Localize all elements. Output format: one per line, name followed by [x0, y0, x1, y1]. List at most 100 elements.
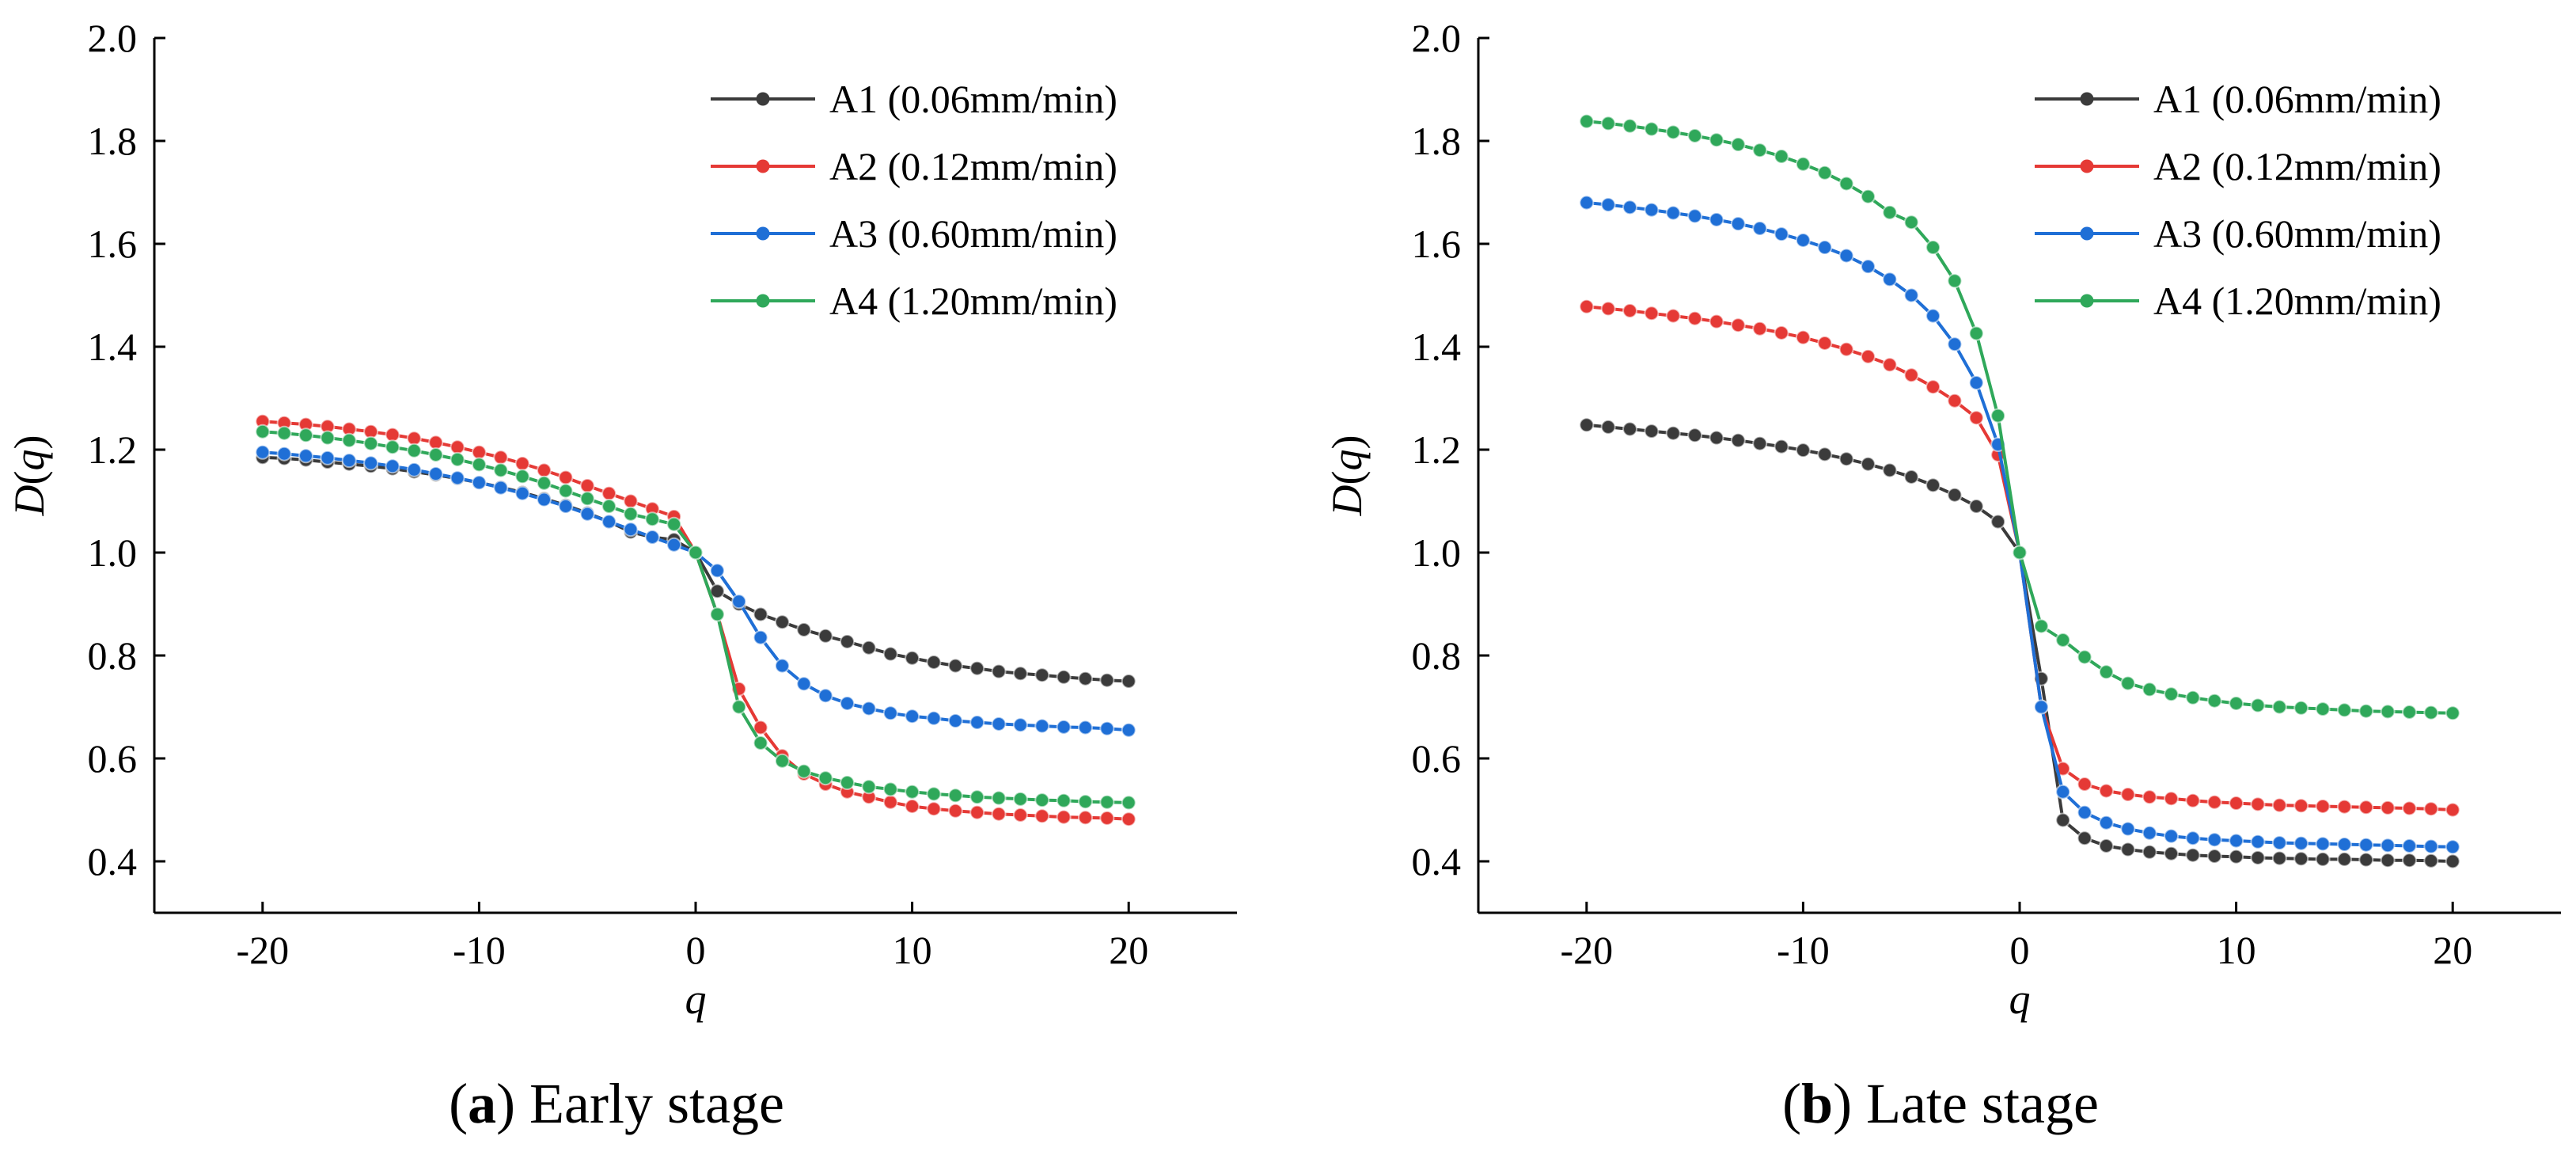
caption-text: Late stage — [1866, 1072, 2099, 1135]
data-point-A3 — [2293, 835, 2309, 851]
data-point-A4 — [753, 735, 768, 750]
data-point-A1 — [1077, 671, 1093, 686]
data-point-A2 — [579, 478, 595, 493]
data-point-A3 — [861, 701, 877, 716]
legend-label: A1 (0.06mm/min) — [829, 77, 1117, 121]
data-point-A1 — [1709, 430, 1724, 446]
data-point-A2 — [2185, 792, 2201, 808]
data-point-A4 — [2315, 701, 2331, 717]
data-point-A4 — [688, 545, 704, 560]
data-point-A2 — [1947, 393, 1963, 408]
y-axis-label: D(q) — [6, 435, 53, 517]
data-point-A4 — [1925, 240, 1941, 256]
y-tick-label: 1.8 — [1412, 119, 1462, 163]
data-point-A3 — [1034, 718, 1050, 734]
legend-label: A1 (0.06mm/min) — [2153, 77, 2441, 121]
data-point-A1 — [2185, 847, 2201, 863]
data-point-A4 — [947, 788, 963, 804]
data-point-A1 — [1774, 439, 1789, 454]
legend-item-A2: A2 (0.12mm/min) — [2035, 144, 2441, 188]
data-point-A2 — [905, 798, 920, 814]
data-point-A2 — [1056, 809, 1072, 825]
data-point-A3 — [298, 448, 314, 464]
data-point-A4 — [1121, 795, 1136, 811]
y-axis-label: D(q) — [1323, 435, 1371, 517]
data-point-A1 — [2142, 844, 2157, 860]
legend: A1 (0.06mm/min) A2 (0.12mm/min) A3 (0.60mm… — [711, 77, 1117, 323]
data-point-A2 — [2445, 802, 2460, 818]
data-point-A1 — [861, 640, 877, 656]
data-point-A4 — [406, 443, 422, 458]
data-point-A2 — [1903, 367, 1919, 383]
data-point-A2 — [471, 444, 487, 460]
data-point-A3 — [1644, 202, 1660, 218]
legend-label: A4 (1.20mm/min) — [2153, 279, 2441, 323]
data-point-A2 — [882, 794, 898, 810]
data-point-A4 — [2423, 705, 2439, 720]
data-point-A4 — [840, 775, 856, 791]
data-point-A1 — [2336, 851, 2352, 867]
data-point-A2 — [1774, 325, 1789, 340]
data-point-A4 — [1644, 121, 1660, 137]
data-point-A1 — [1925, 477, 1941, 493]
legend-swatch-marker — [2080, 294, 2094, 308]
data-point-A1 — [1056, 669, 1072, 685]
legend-label: A4 (1.20mm/min) — [829, 279, 1117, 323]
data-point-A4 — [2206, 693, 2222, 709]
data-point-A3 — [1600, 197, 1616, 213]
y-tick-label: 0.4 — [88, 839, 138, 884]
legend-swatch-marker — [756, 294, 770, 308]
caption-paren-close: ) — [1833, 1072, 1866, 1135]
data-point-A3 — [1622, 200, 1638, 215]
data-point-A4 — [1752, 142, 1768, 158]
data-point-A2 — [2098, 783, 2114, 799]
data-point-A3 — [1947, 336, 1963, 352]
data-point-A1 — [2380, 853, 2396, 868]
data-point-A2 — [1817, 335, 1833, 351]
data-point-A3 — [406, 462, 422, 477]
legend-item-A2: A2 (0.12mm/min) — [711, 144, 1117, 188]
data-point-A4 — [2120, 675, 2136, 691]
data-point-A3 — [1903, 287, 1919, 303]
data-point-A3 — [2098, 815, 2114, 830]
series-line-A2 — [262, 420, 1129, 821]
data-point-A1 — [1665, 425, 1681, 441]
data-point-A2 — [385, 427, 400, 443]
series-line-A1 — [1586, 423, 2453, 863]
data-point-A1 — [1600, 419, 1616, 435]
data-point-A2 — [2164, 791, 2180, 807]
x-tick-label: 10 — [2217, 928, 2256, 972]
x-tick-label: 20 — [2433, 928, 2472, 972]
data-point-A4 — [2012, 545, 2028, 560]
data-point-A4 — [1860, 188, 1876, 204]
y-tick-label: 0.6 — [1412, 736, 1462, 781]
data-point-A4 — [2229, 695, 2244, 711]
y-axis-label-paren: ( — [1323, 471, 1371, 485]
data-point-A3 — [471, 475, 487, 491]
data-point-A1 — [2423, 853, 2439, 868]
chart-panel-b: 0.40.60.81.01.21.41.61.82.0-20 -10 0 10 20qD… — [1323, 16, 2561, 1135]
caption-paren-open: ( — [449, 1072, 468, 1135]
panel-caption: (a) Early stage — [449, 1072, 784, 1135]
data-point-A1 — [1687, 428, 1703, 443]
series-line-A4 — [1586, 120, 2453, 715]
data-point-A2 — [2293, 798, 2309, 814]
data-point-A2 — [1882, 357, 1898, 373]
data-point-A2 — [1077, 810, 1093, 826]
data-point-A3 — [536, 492, 552, 507]
data-point-A4 — [450, 451, 465, 467]
data-point-A4 — [558, 483, 574, 499]
legend-swatch-marker — [756, 92, 770, 106]
data-point-A2 — [2271, 797, 2287, 813]
data-point-A4 — [385, 439, 400, 455]
y-axis-label-var: q — [1323, 450, 1371, 471]
data-point-A3 — [255, 444, 271, 460]
data-point-A1 — [840, 633, 856, 649]
data-point-A4 — [1968, 325, 1984, 341]
data-point-A4 — [796, 763, 812, 779]
data-point-A1 — [709, 583, 725, 599]
data-point-A4 — [601, 499, 617, 514]
y-tick-label: 2.0 — [88, 16, 138, 60]
data-point-A3 — [2380, 838, 2396, 853]
